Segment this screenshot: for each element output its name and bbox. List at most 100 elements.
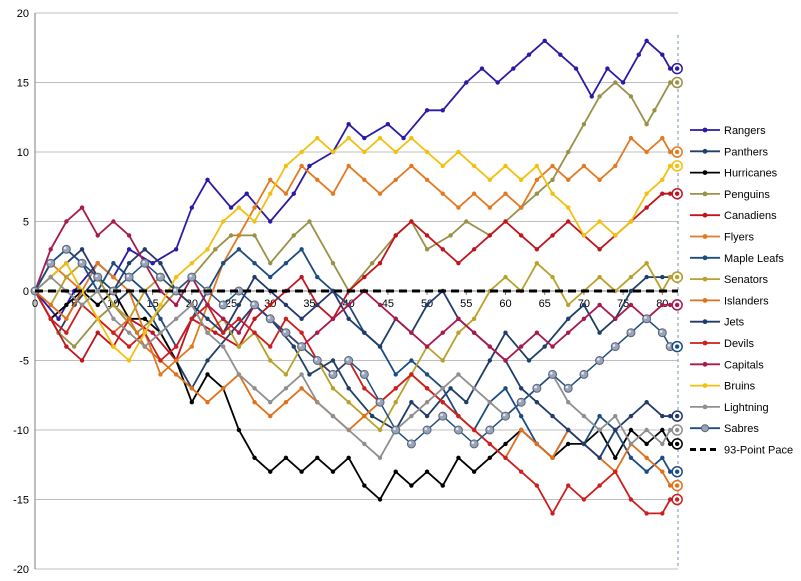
data-point bbox=[126, 344, 132, 349]
data-point bbox=[252, 233, 257, 238]
data-point bbox=[487, 205, 493, 210]
data-point-highlight bbox=[565, 385, 569, 389]
data-point bbox=[424, 372, 430, 377]
team-logo-center bbox=[674, 274, 680, 280]
data-point bbox=[401, 135, 406, 141]
data-point bbox=[526, 358, 532, 363]
data-point bbox=[503, 163, 508, 169]
data-point-highlight bbox=[644, 316, 647, 319]
data-point bbox=[566, 441, 571, 447]
legend-label: Bruins bbox=[724, 381, 756, 393]
data-point bbox=[126, 316, 132, 321]
data-point-highlight bbox=[667, 344, 671, 347]
data-point bbox=[236, 427, 242, 433]
data-point bbox=[566, 149, 571, 155]
data-point bbox=[377, 191, 383, 196]
data-point-highlight bbox=[346, 358, 349, 361]
data-point bbox=[667, 302, 673, 308]
data-point bbox=[566, 177, 571, 182]
data-point bbox=[503, 219, 508, 224]
data-point bbox=[566, 330, 571, 335]
data-point bbox=[111, 316, 116, 321]
data-point bbox=[424, 344, 430, 349]
data-point bbox=[518, 427, 524, 433]
data-point bbox=[346, 400, 351, 405]
data-point bbox=[64, 302, 69, 308]
data-point bbox=[550, 177, 555, 182]
data-point bbox=[173, 274, 179, 280]
data-point bbox=[236, 330, 242, 335]
data-point bbox=[456, 455, 461, 460]
data-point bbox=[487, 233, 493, 238]
data-point bbox=[471, 247, 477, 252]
team-logo-center bbox=[674, 191, 680, 196]
data-point bbox=[173, 344, 179, 349]
legend-label: Penguins bbox=[724, 189, 770, 201]
data-point bbox=[456, 413, 461, 419]
data-point bbox=[236, 344, 242, 349]
data-point bbox=[236, 316, 242, 321]
data-point-highlight bbox=[502, 413, 506, 417]
data-point bbox=[626, 328, 636, 338]
data-point bbox=[595, 356, 605, 365]
data-point bbox=[315, 177, 320, 182]
data-point bbox=[362, 149, 367, 155]
legend-label: Hurricanes bbox=[724, 168, 778, 180]
data-point bbox=[566, 302, 571, 308]
data-point bbox=[228, 205, 234, 210]
legend-label: Panthers bbox=[724, 146, 769, 158]
series-line bbox=[34, 192, 671, 363]
legend-label: Flyers bbox=[724, 232, 754, 244]
data-point bbox=[628, 427, 634, 433]
data-point bbox=[281, 328, 291, 338]
data-point bbox=[644, 455, 649, 460]
data-point bbox=[377, 302, 383, 308]
data-point-highlight bbox=[487, 427, 490, 431]
data-point bbox=[377, 261, 383, 266]
team-logo-center bbox=[674, 441, 680, 447]
data-point bbox=[346, 122, 351, 127]
data-point bbox=[173, 302, 179, 308]
data-point bbox=[471, 330, 477, 335]
data-point bbox=[220, 316, 226, 321]
data-point bbox=[526, 52, 532, 57]
legend-item: Senators bbox=[690, 274, 769, 286]
data-point bbox=[393, 386, 398, 391]
data-point bbox=[299, 316, 304, 321]
data-point bbox=[393, 149, 398, 155]
data-point bbox=[173, 372, 179, 377]
data-point bbox=[64, 330, 69, 335]
data-point-highlight bbox=[597, 358, 600, 361]
data-point bbox=[548, 369, 558, 379]
data-point bbox=[268, 344, 273, 349]
data-point bbox=[613, 163, 618, 169]
series-line bbox=[34, 289, 671, 501]
data-point bbox=[205, 177, 210, 182]
data-point bbox=[471, 427, 477, 433]
data-point bbox=[346, 386, 351, 391]
data-point bbox=[330, 386, 336, 391]
data-point bbox=[330, 261, 336, 266]
data-point bbox=[566, 483, 571, 488]
data-point bbox=[597, 302, 602, 308]
data-point bbox=[346, 135, 351, 141]
data-point bbox=[377, 135, 383, 141]
data-point-highlight bbox=[534, 385, 537, 389]
data-point bbox=[299, 330, 304, 335]
series-group bbox=[30, 38, 683, 516]
data-point bbox=[613, 316, 618, 321]
data-point bbox=[448, 233, 453, 238]
data-point bbox=[440, 483, 445, 488]
data-point bbox=[485, 425, 495, 435]
data-point bbox=[503, 441, 508, 447]
data-point bbox=[518, 413, 524, 419]
data-point bbox=[628, 94, 634, 99]
data-point bbox=[628, 413, 634, 419]
data-point bbox=[424, 247, 430, 252]
data-point bbox=[667, 274, 673, 280]
data-point bbox=[534, 163, 540, 169]
data-point bbox=[299, 469, 304, 474]
x-tick-label: 55 bbox=[460, 298, 472, 310]
data-point-highlight bbox=[471, 441, 475, 445]
data-point bbox=[487, 344, 493, 349]
